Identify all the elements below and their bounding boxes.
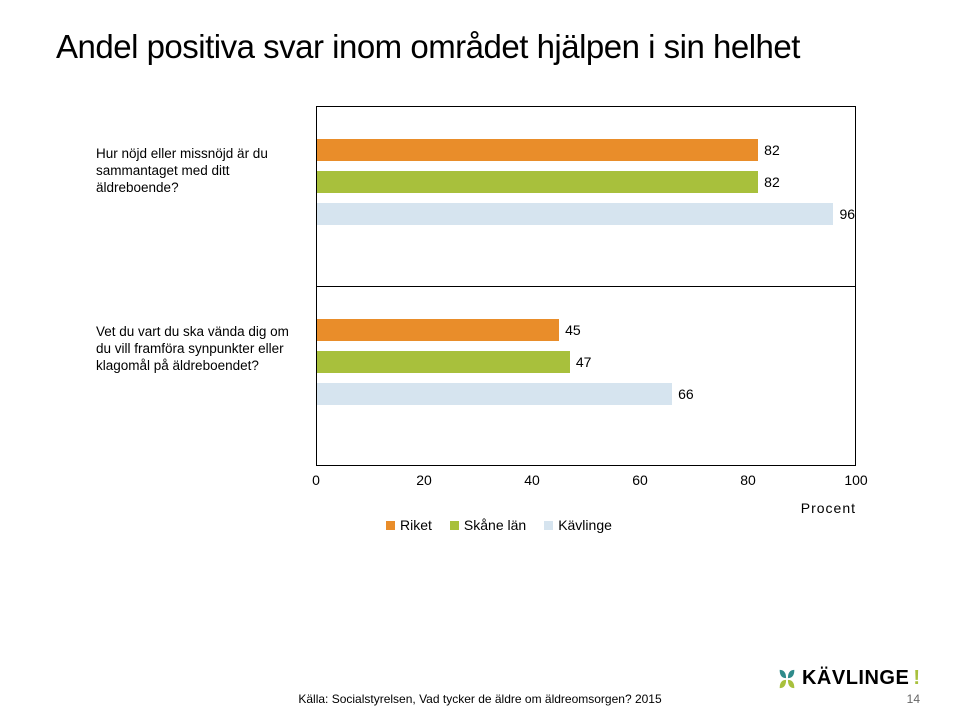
bar-kavlinge	[317, 203, 833, 225]
category-label: Vet du vart du ska vända dig om du vill …	[96, 324, 306, 375]
logo-text: KÄVLINGE	[802, 667, 909, 690]
logo-mark-icon	[776, 668, 798, 690]
group-divider	[317, 286, 855, 287]
bar-skane	[317, 171, 758, 193]
bar-value: 96	[839, 203, 855, 225]
legend-label: Kävlinge	[558, 517, 612, 533]
x-axis: 0 20 40 60 80 100	[316, 472, 856, 492]
legend-swatch	[544, 521, 553, 530]
x-tick: 20	[416, 472, 432, 488]
plot-area: 82 82 96 45 47 66	[316, 106, 856, 466]
page-title: Andel positiva svar inom området hjälpen…	[56, 28, 904, 66]
bar-value: 47	[576, 351, 592, 373]
legend-swatch	[450, 521, 459, 530]
bar-value: 82	[764, 139, 780, 161]
page-root: Andel positiva svar inom området hjälpen…	[0, 0, 960, 722]
x-tick: 100	[844, 472, 867, 488]
category-label: Hur nöjd eller missnöjd är du sammantage…	[96, 146, 306, 197]
x-tick: 60	[632, 472, 648, 488]
bar-group: 82 82 96	[317, 139, 855, 253]
page-number: 14	[907, 692, 920, 706]
bar-value: 66	[678, 383, 694, 405]
legend: Riket Skåne län Kävlinge	[386, 514, 612, 536]
x-axis-label: Procent	[801, 500, 856, 516]
bar-value: 82	[764, 171, 780, 193]
bar-value: 45	[565, 319, 581, 341]
logo-bang: !	[913, 667, 920, 690]
legend-item-riket: Riket	[386, 517, 432, 533]
legend-swatch	[386, 521, 395, 530]
legend-item-skane: Skåne län	[450, 517, 526, 533]
x-tick: 80	[740, 472, 756, 488]
bar-group: 45 47 66	[317, 319, 855, 433]
legend-label: Riket	[400, 517, 432, 533]
chart: Hur nöjd eller missnöjd är du sammantage…	[96, 106, 856, 536]
y-axis-labels: Hur nöjd eller missnöjd är du sammantage…	[96, 106, 306, 466]
legend-label: Skåne län	[464, 517, 526, 533]
brand-logo: KÄVLINGE!	[776, 667, 920, 690]
bar-riket	[317, 319, 559, 341]
bar-skane	[317, 351, 570, 373]
legend-item-kavlinge: Kävlinge	[544, 517, 612, 533]
bar-riket	[317, 139, 758, 161]
footer-source: Källa: Socialstyrelsen, Vad tycker de äl…	[0, 692, 960, 706]
bar-kavlinge	[317, 383, 672, 405]
x-tick: 40	[524, 472, 540, 488]
x-tick: 0	[312, 472, 320, 488]
